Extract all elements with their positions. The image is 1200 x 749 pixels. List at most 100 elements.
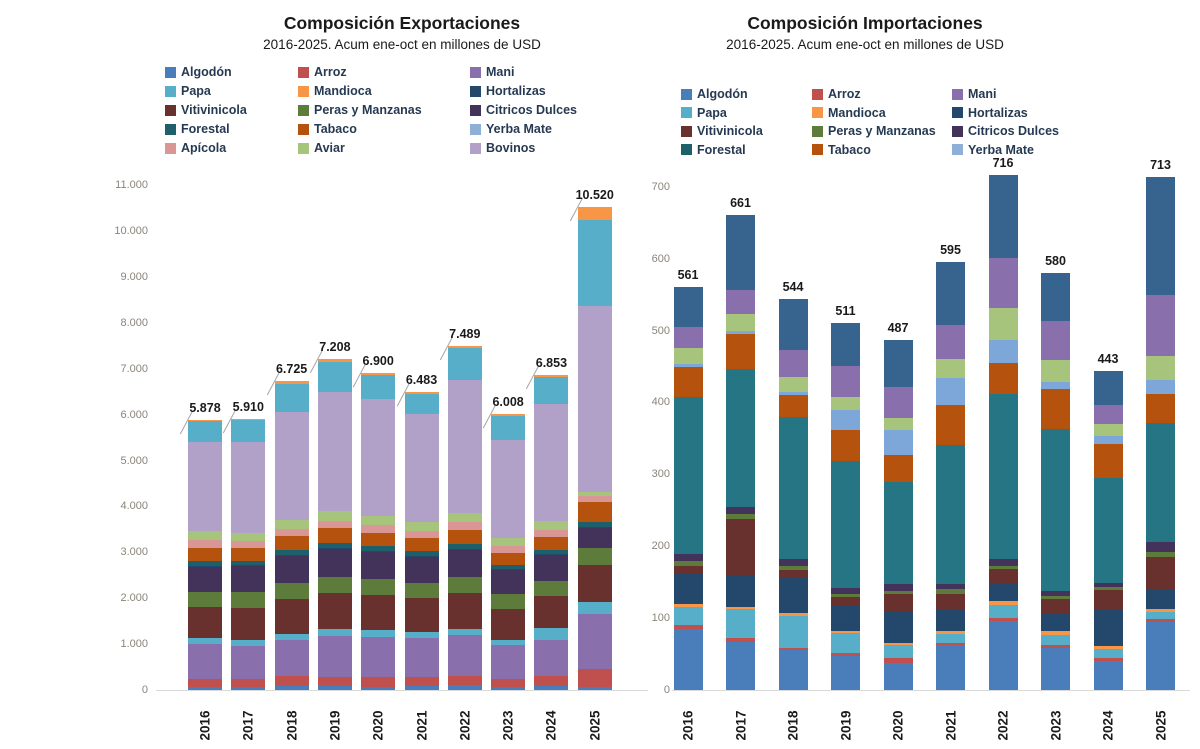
bar-segment bbox=[404, 537, 439, 552]
bar-segment bbox=[231, 565, 266, 593]
bar-segment bbox=[883, 454, 913, 483]
bar-segment bbox=[831, 631, 860, 634]
y-axis-tick-label: 8.000 bbox=[120, 316, 148, 329]
y-axis-tick-label: 5.000 bbox=[120, 454, 148, 467]
bar-segment bbox=[778, 395, 808, 417]
bar-segment bbox=[491, 569, 526, 595]
bar-segment bbox=[231, 592, 266, 609]
bar-segment bbox=[491, 415, 526, 440]
x-axis-year-label: 2024 bbox=[1100, 710, 1116, 741]
bar-segment bbox=[577, 613, 612, 669]
legend-label: Peras y Manzanas bbox=[828, 124, 936, 138]
bar-segment bbox=[447, 577, 482, 594]
bar-segment bbox=[577, 527, 612, 528]
bar-segment bbox=[1093, 608, 1123, 647]
stacked-bar-2019 bbox=[317, 359, 352, 690]
bar-segment bbox=[274, 676, 309, 686]
bar-segment bbox=[188, 566, 222, 592]
bar-segment bbox=[1041, 590, 1070, 596]
legend-label: Peras y Manzanas bbox=[314, 103, 422, 117]
bar-segment bbox=[883, 645, 913, 659]
stacked-bar-2019 bbox=[831, 322, 860, 690]
x-axis-year-label: 2016 bbox=[197, 710, 213, 741]
legend-swatch-icon bbox=[952, 144, 963, 156]
bar-segment bbox=[231, 441, 266, 533]
legend-label: Papa bbox=[181, 84, 211, 98]
x-axis-year-label: 2023 bbox=[500, 710, 516, 741]
legend-label: Yerba Mate bbox=[968, 142, 1035, 157]
bar-segment bbox=[1146, 622, 1175, 690]
bar-segment bbox=[534, 377, 569, 405]
bar-segment bbox=[1093, 371, 1123, 406]
bar-segment bbox=[831, 633, 860, 654]
bar-segment bbox=[404, 414, 439, 522]
bar-segment bbox=[1093, 657, 1123, 662]
legend-item: Peras y Manzanas bbox=[298, 104, 422, 117]
bar-segment bbox=[778, 298, 808, 350]
legend-label: Arroz bbox=[314, 65, 347, 79]
legend-swatch-icon bbox=[470, 66, 481, 78]
stacked-bar-2018 bbox=[778, 298, 808, 690]
legend-swatch-icon bbox=[298, 142, 309, 154]
legend-swatch-icon bbox=[952, 107, 963, 119]
bar-segment bbox=[447, 380, 482, 514]
bar-segment bbox=[577, 565, 612, 603]
bar-segment bbox=[936, 444, 965, 584]
legend-item: Hortalizas bbox=[952, 106, 1028, 120]
legend-swatch-icon bbox=[470, 142, 481, 154]
x-axis-year-label: 2024 bbox=[543, 710, 559, 741]
bar-segment bbox=[404, 556, 439, 583]
bar-segment bbox=[1041, 634, 1070, 645]
y-axis-tick-label: 200 bbox=[651, 540, 670, 553]
bar-segment bbox=[447, 543, 482, 549]
bar-segment bbox=[1093, 590, 1123, 609]
legend-swatch-icon bbox=[298, 104, 309, 116]
bar-segment bbox=[361, 686, 396, 690]
bar-segment bbox=[1041, 598, 1070, 614]
bar-segment bbox=[447, 675, 482, 685]
bar-segment bbox=[673, 554, 703, 562]
bar-segment bbox=[188, 561, 222, 566]
legend-swatch-icon bbox=[298, 85, 309, 97]
bar-segment bbox=[534, 554, 569, 555]
bar-segment bbox=[936, 631, 965, 634]
bar-segment bbox=[361, 595, 396, 631]
legend-label: Citricos Dulces bbox=[968, 124, 1060, 138]
legend-label: Algodón bbox=[181, 65, 232, 79]
bar-segment bbox=[1041, 647, 1070, 690]
bar-segment bbox=[491, 538, 526, 547]
stacked-bar-2020 bbox=[361, 373, 396, 690]
legend-item: Mani bbox=[470, 66, 514, 79]
bar-segment bbox=[883, 482, 913, 585]
bar-segment bbox=[231, 532, 266, 542]
bar-segment bbox=[534, 536, 569, 550]
bar-segment bbox=[361, 525, 396, 533]
bar-segment bbox=[1041, 272, 1070, 322]
bar-segment bbox=[831, 429, 860, 462]
bar-segment bbox=[883, 642, 913, 646]
legend-item: Vitivinicola bbox=[681, 125, 763, 138]
bar-segment bbox=[883, 430, 913, 455]
bar-segment bbox=[274, 583, 309, 600]
bar-segment bbox=[188, 421, 222, 442]
bar-segment bbox=[778, 392, 808, 396]
x-axis-year-label: 2017 bbox=[240, 710, 256, 741]
bar-segment bbox=[188, 540, 222, 548]
bar-segment bbox=[231, 541, 266, 549]
legend-swatch-icon bbox=[470, 123, 481, 135]
bar-segment bbox=[883, 418, 913, 431]
bar-segment bbox=[778, 577, 808, 614]
stacked-bar-2016 bbox=[673, 286, 703, 690]
bar-segment bbox=[778, 615, 808, 648]
bar-segment bbox=[1041, 321, 1070, 360]
bar-segment bbox=[534, 375, 569, 378]
bar-segment bbox=[831, 322, 860, 366]
bar-segment bbox=[1041, 631, 1070, 635]
bar-segment bbox=[361, 516, 396, 526]
legend-swatch-icon bbox=[165, 85, 176, 97]
legend-item: Aviar bbox=[298, 142, 345, 155]
x-axis-year-label: 2016 bbox=[680, 710, 696, 741]
bar-segment bbox=[1146, 618, 1175, 623]
bar-segment bbox=[831, 461, 860, 588]
bar-segment bbox=[577, 547, 612, 566]
